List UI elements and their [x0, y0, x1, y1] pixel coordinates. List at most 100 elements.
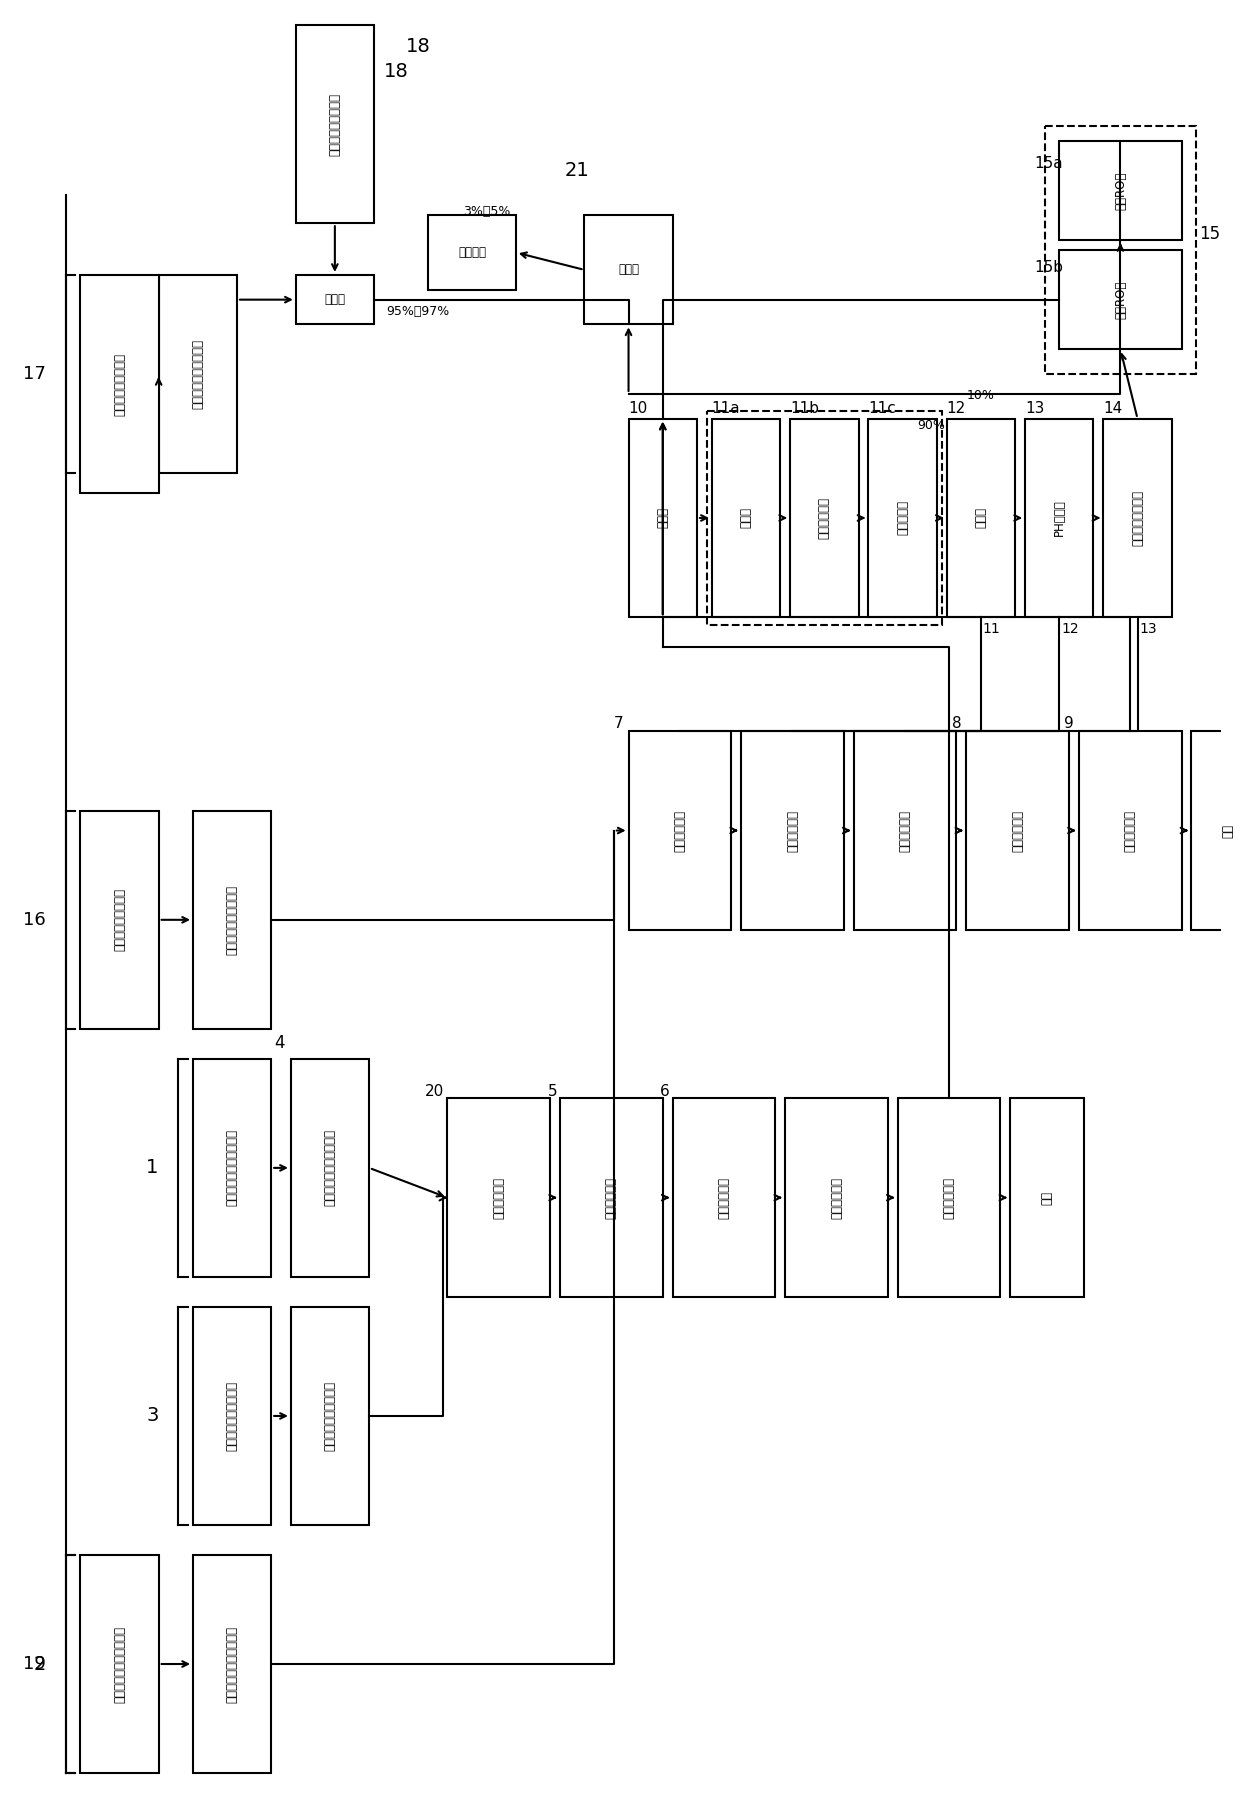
Bar [1079, 732, 1182, 931]
Text: 10: 10 [629, 402, 647, 416]
Text: 18: 18 [384, 61, 408, 81]
Text: 11b: 11b [790, 402, 820, 416]
Bar [946, 420, 1016, 617]
Text: 固液分离设备: 固液分离设备 [942, 1176, 956, 1219]
Text: 高浓度酸碱废水储存槽: 高浓度酸碱废水储存槽 [324, 1381, 336, 1451]
Bar [159, 274, 237, 473]
Text: 15: 15 [1199, 226, 1220, 244]
Text: 13: 13 [1025, 402, 1044, 416]
Text: 17: 17 [24, 366, 46, 384]
Text: 高浓度酸碱废水收集池: 高浓度酸碱废水收集池 [226, 1381, 238, 1451]
Bar [790, 420, 858, 617]
Bar [853, 732, 956, 931]
Bar [742, 732, 844, 931]
Text: 20: 20 [425, 1083, 444, 1099]
Text: 14: 14 [1104, 402, 1122, 416]
Text: 16: 16 [24, 911, 46, 929]
Bar [629, 732, 732, 931]
Bar [295, 274, 374, 325]
Text: 低浓度破氰槽: 低浓度破氰槽 [673, 809, 687, 852]
Text: 高浓度缓冲槽: 高浓度缓冲槽 [718, 1176, 730, 1219]
Text: 污泥: 污泥 [1221, 823, 1235, 837]
Text: 软化器: 软化器 [975, 507, 987, 529]
Text: 活性炭过滤器: 活性炭过滤器 [818, 497, 831, 540]
Bar [966, 732, 1069, 931]
Text: 15a: 15a [1034, 156, 1064, 170]
Text: 12: 12 [946, 402, 966, 416]
Bar [672, 1099, 775, 1296]
Bar [291, 1058, 370, 1277]
Text: 电镀含镍废水收集池: 电镀含镍废水收集池 [113, 353, 126, 416]
Bar [785, 1099, 888, 1296]
Bar [1059, 142, 1182, 240]
Text: 11a: 11a [712, 402, 740, 416]
Text: 蒸发器: 蒸发器 [618, 264, 639, 276]
Text: 卷式RO膜: 卷式RO膜 [1114, 172, 1127, 210]
Text: 8: 8 [952, 717, 961, 732]
Text: 低浓度缓冲槽: 低浓度缓冲槽 [899, 809, 911, 852]
Text: 低浓度沉淀池: 低浓度沉淀池 [1011, 809, 1024, 852]
Bar [868, 420, 937, 617]
Text: 21: 21 [565, 161, 590, 179]
Bar [428, 215, 516, 290]
Bar [1011, 1099, 1084, 1296]
Text: 电镀地面清洗废水收集池: 电镀地面清洗废水收集池 [113, 1626, 126, 1703]
Text: 高浓度沉淀池: 高浓度沉淀池 [830, 1176, 843, 1219]
Text: 11: 11 [983, 622, 1001, 637]
Bar [629, 420, 697, 617]
Text: PH调节池: PH调节池 [1053, 500, 1065, 536]
Bar [295, 25, 374, 224]
Text: 6: 6 [660, 1083, 670, 1099]
Bar [584, 215, 672, 325]
Text: 5: 5 [547, 1083, 557, 1099]
Text: 18: 18 [407, 36, 432, 56]
Text: 19: 19 [24, 1655, 46, 1673]
Bar [1044, 126, 1197, 375]
Text: 电镀含合金废水收集池: 电镀含合金废水收集池 [191, 339, 205, 409]
Text: 3: 3 [146, 1406, 159, 1425]
Bar [81, 810, 159, 1029]
Bar [81, 274, 159, 493]
Bar [1059, 249, 1182, 350]
Text: 1: 1 [146, 1158, 159, 1178]
Bar [560, 1099, 663, 1296]
Bar [193, 1058, 272, 1277]
Text: 3%～5%: 3%～5% [463, 206, 511, 219]
Text: 蒸馏废液: 蒸馏废液 [458, 246, 486, 258]
Text: 9: 9 [1064, 717, 1074, 732]
Text: 电镀含银废水收集池: 电镀含银废水收集池 [329, 93, 341, 156]
Bar [1192, 732, 1240, 931]
Text: 低浓度酸碱废水收集池: 低浓度酸碱废水收集池 [226, 884, 238, 956]
Text: 高浓度氰化物废水收集池: 高浓度氰化物废水收集池 [226, 1130, 238, 1207]
Bar [193, 1307, 272, 1526]
Text: 2: 2 [33, 1655, 46, 1673]
Text: 污泥: 污泥 [1040, 1191, 1054, 1205]
Text: 95%～97%: 95%～97% [387, 305, 450, 317]
Bar [448, 1099, 551, 1296]
Bar [193, 1555, 272, 1773]
Text: 15b: 15b [1034, 260, 1064, 274]
Bar [1025, 420, 1094, 617]
Text: 电镀含镍废水收集池: 电镀含镍废水收集池 [113, 888, 126, 952]
Text: 金属离子驱除系统: 金属离子驱除系统 [1131, 489, 1145, 545]
Text: 生产线: 生产线 [325, 294, 346, 307]
Bar [707, 411, 941, 626]
Bar [712, 420, 780, 617]
Text: 保安过滤器: 保安过滤器 [897, 500, 909, 536]
Text: 低浓度中和槽: 低浓度中和槽 [786, 809, 799, 852]
Text: 碟式RO膜: 碟式RO膜 [1114, 280, 1127, 319]
Bar [898, 1099, 1001, 1296]
Bar [193, 810, 272, 1029]
Text: 90%: 90% [918, 420, 945, 432]
Text: 砂滤器: 砂滤器 [739, 507, 753, 529]
Text: 4: 4 [274, 1035, 285, 1052]
Bar [81, 1555, 159, 1773]
Text: 10%: 10% [966, 389, 994, 402]
Text: 高浓度氰化物废水储存槽: 高浓度氰化物废水储存槽 [324, 1130, 336, 1207]
Text: 7: 7 [614, 717, 624, 732]
Bar [1104, 420, 1172, 617]
Text: 12: 12 [1061, 622, 1079, 637]
Text: 11c: 11c [868, 402, 897, 416]
Text: 高浓度破氰槽: 高浓度破氰槽 [492, 1176, 506, 1219]
Text: 高浓度中和槽: 高浓度中和槽 [605, 1176, 618, 1219]
